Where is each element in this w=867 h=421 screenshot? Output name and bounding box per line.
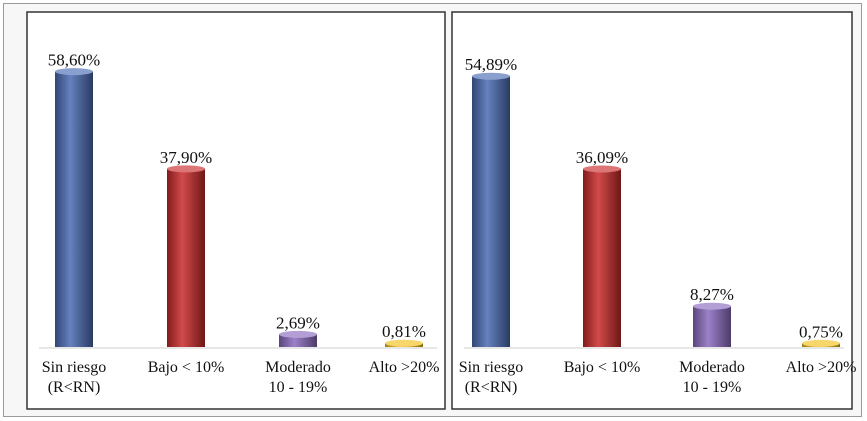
bar-top (279, 330, 317, 338)
bar-body (583, 168, 621, 347)
category-label: Alto >20% (369, 359, 440, 376)
bar-top (802, 339, 840, 347)
category-label: (R<RN) (465, 379, 518, 396)
category-label: (R<RN) (48, 379, 101, 396)
category-label: Bajo < 10% (564, 359, 641, 376)
chart-panel-1: 58,60% Sin riesgo (R<RN) 37,90% Bajo < 10% 2,… (26, 11, 446, 410)
bar-2 (167, 165, 205, 347)
category-label: Moderado (265, 359, 331, 376)
category-label: Alto >20% (786, 359, 857, 376)
bar-top (472, 72, 510, 80)
chart-panel-border (451, 11, 853, 410)
chart-panel-border (26, 11, 446, 410)
data-label: 0,75% (799, 322, 843, 341)
bar-1 (472, 72, 510, 347)
bar-1 (55, 68, 93, 347)
bar-top (693, 302, 731, 310)
category-label: Sin riesgo (459, 359, 523, 376)
bar-top (385, 339, 423, 347)
bar-4 (802, 339, 840, 347)
bar-3 (279, 330, 317, 347)
category-label: Bajo < 10% (148, 359, 225, 376)
data-label: 8,27% (690, 285, 734, 304)
data-label: 36,09% (576, 148, 628, 167)
data-label: 0,81% (382, 322, 426, 341)
bar-top (55, 68, 93, 76)
bar-body (693, 306, 731, 347)
bar-2 (583, 165, 621, 347)
category-label: Moderado (679, 359, 745, 376)
bar-top (583, 165, 621, 173)
bar-body (167, 168, 205, 347)
category-label: Sin riesgo (42, 359, 106, 376)
bar-4 (385, 339, 423, 347)
data-label: 58,60% (48, 51, 100, 70)
category-label: 10 - 19% (683, 379, 742, 396)
data-label: 37,90% (160, 148, 212, 167)
bar-body (55, 71, 93, 347)
bar-body (279, 334, 317, 347)
bar-top (167, 165, 205, 173)
chart-panel-2: 54,89% Sin riesgo (R<RN) 36,09% Bajo < 10% 8,… (451, 11, 857, 410)
bar-3 (693, 302, 731, 347)
data-label: 2,69% (276, 313, 320, 332)
category-label: 10 - 19% (269, 379, 328, 396)
bar-body (472, 76, 510, 347)
data-label: 54,89% (465, 55, 517, 74)
